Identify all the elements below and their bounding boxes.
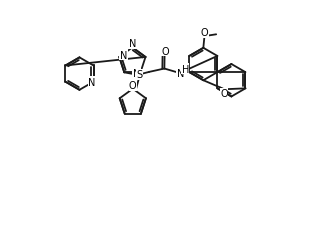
Text: O: O [129, 81, 137, 91]
Text: S: S [136, 70, 142, 80]
Text: O: O [201, 28, 208, 38]
Text: N: N [129, 39, 136, 49]
Text: N: N [177, 69, 184, 79]
Text: O: O [161, 47, 169, 57]
Text: O: O [220, 89, 228, 99]
Text: N: N [133, 69, 140, 79]
Text: N: N [88, 77, 95, 87]
Text: H: H [182, 65, 189, 75]
Text: N: N [119, 50, 127, 60]
